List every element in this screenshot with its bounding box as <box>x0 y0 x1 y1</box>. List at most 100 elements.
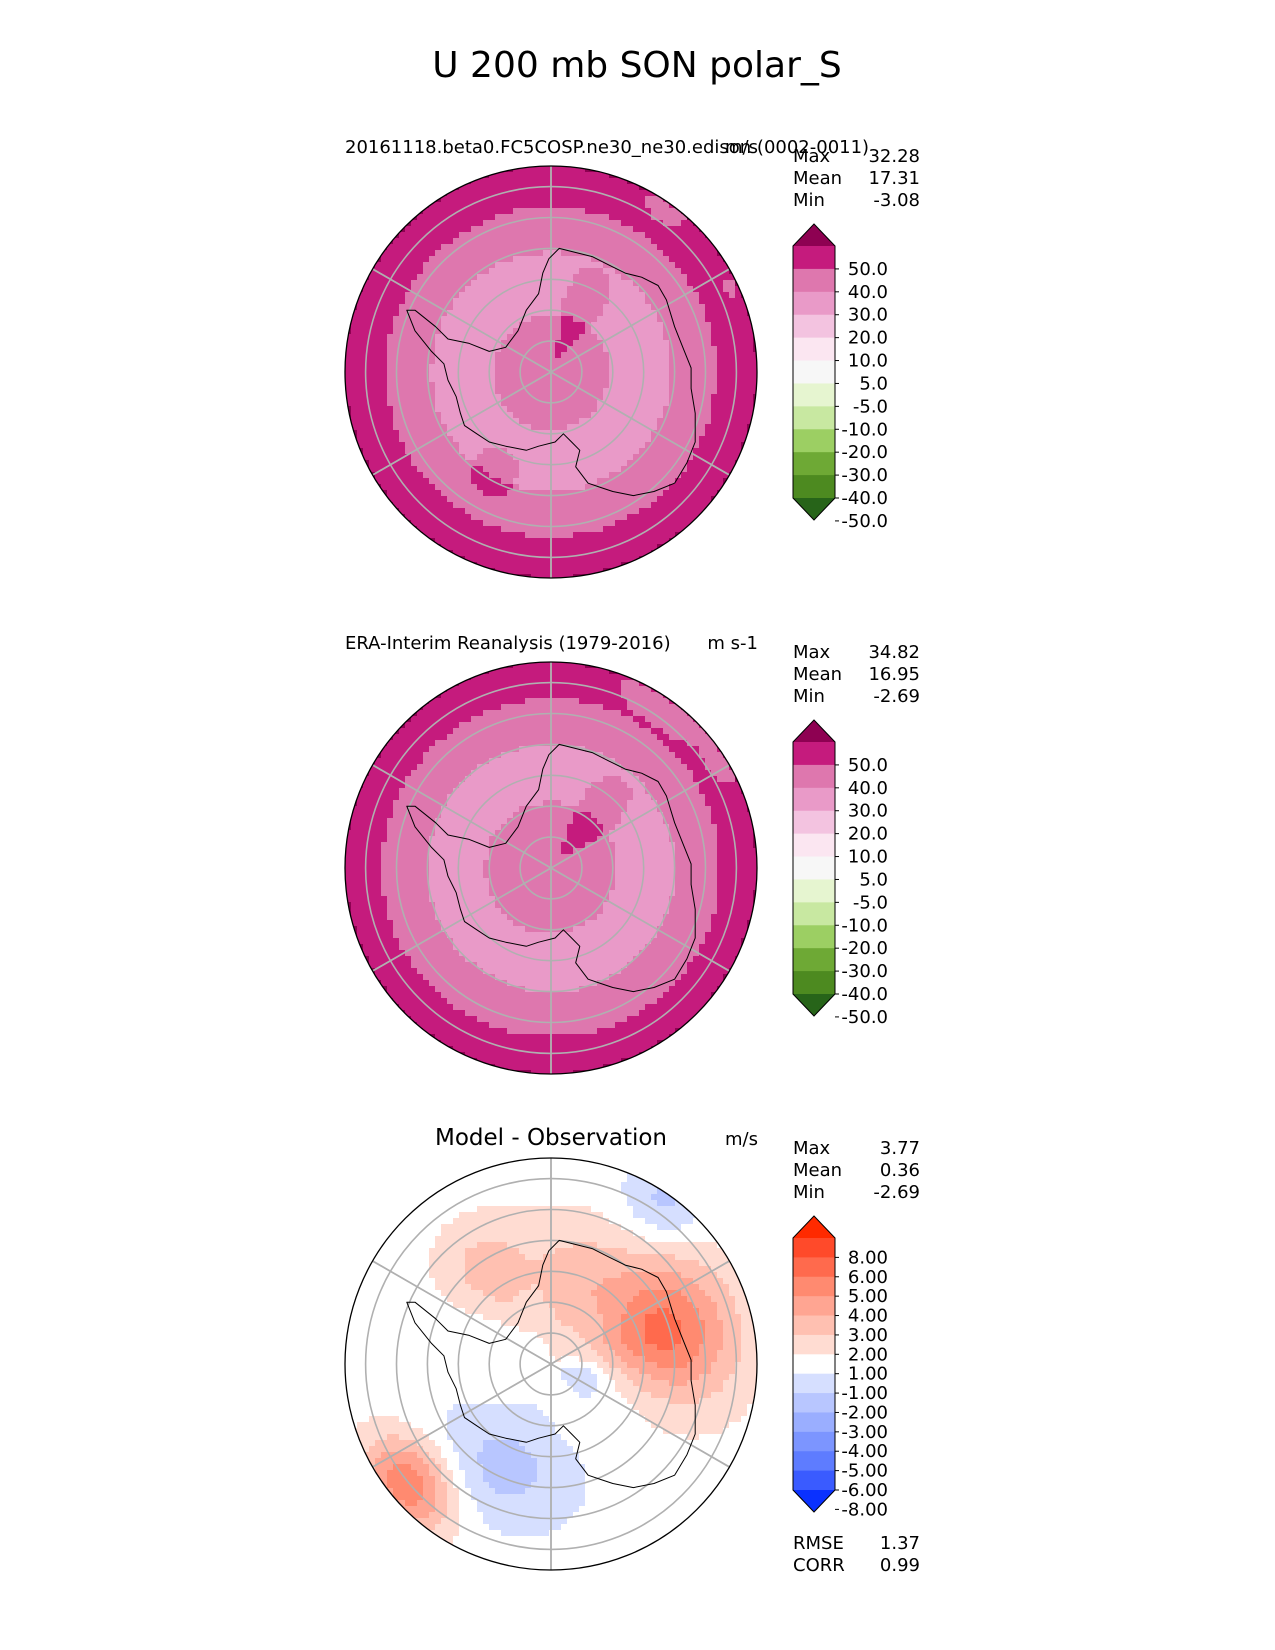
field-cell <box>489 304 496 311</box>
field-cell <box>615 226 622 233</box>
field-cell <box>657 292 664 299</box>
field-cell <box>753 388 757 395</box>
field-cell <box>699 484 706 491</box>
field-cell <box>663 406 670 413</box>
field-cell <box>645 256 652 263</box>
field-cell <box>507 532 514 539</box>
field-cell <box>693 250 700 257</box>
field-cell <box>621 304 628 311</box>
field-cell <box>669 532 676 539</box>
field-cell <box>699 770 706 777</box>
field-cell <box>573 166 580 173</box>
field-cell <box>597 400 604 407</box>
field-cell <box>681 286 688 293</box>
field-cell <box>615 776 622 783</box>
field-cell <box>621 448 628 455</box>
field-cell <box>447 698 454 705</box>
field-cell <box>663 418 670 425</box>
field-cell <box>369 394 376 401</box>
field-cell <box>477 388 484 395</box>
field-cell <box>609 184 616 191</box>
field-cell <box>585 782 592 789</box>
field-cell <box>711 388 718 395</box>
field-cell <box>693 734 700 741</box>
field-cell <box>441 382 448 389</box>
field-cell <box>477 716 484 723</box>
field-cell <box>387 740 394 747</box>
field-cell <box>567 412 574 419</box>
field-cell <box>531 532 538 539</box>
field-cell <box>633 454 640 461</box>
field-cell <box>633 746 640 753</box>
field-cell <box>627 304 634 311</box>
field-cell <box>591 698 598 705</box>
field-cell <box>531 442 538 449</box>
field-cell <box>687 454 694 461</box>
field-cell <box>663 244 670 251</box>
field-cell <box>417 292 424 299</box>
field-cell <box>531 316 538 323</box>
field-cell <box>657 226 664 233</box>
field-cell <box>621 722 628 729</box>
field-cell <box>603 214 610 221</box>
field-cell <box>549 436 556 443</box>
field-cell <box>639 674 646 681</box>
field-cell <box>549 220 556 227</box>
field-cell <box>573 232 580 239</box>
field-cell <box>495 668 502 675</box>
field-cell <box>579 178 586 185</box>
field-cell <box>489 298 496 305</box>
field-cell <box>399 262 406 269</box>
field-cell <box>369 328 376 335</box>
field-cell <box>471 746 478 753</box>
field-cell <box>579 166 586 173</box>
field-cell <box>609 250 616 257</box>
field-cell <box>717 496 724 503</box>
field-cell <box>429 304 436 311</box>
field-cell <box>513 256 520 263</box>
field-cell <box>453 232 460 239</box>
field-cell <box>537 352 544 359</box>
field-cell <box>603 292 610 299</box>
field-cell <box>405 406 412 413</box>
field-cell <box>387 782 394 789</box>
field-cell <box>663 454 670 461</box>
field-cell <box>477 698 484 705</box>
field-cell <box>633 190 640 197</box>
field-cell <box>417 478 424 485</box>
field-cell <box>513 328 520 335</box>
field-cell <box>657 502 664 509</box>
polar-map-reference <box>344 661 758 1075</box>
field-cell <box>399 406 406 413</box>
field-cell <box>441 436 448 443</box>
field-cell <box>357 280 364 287</box>
field-cell <box>579 502 586 509</box>
field-cell <box>663 382 670 389</box>
field-cell <box>609 304 616 311</box>
field-cell <box>453 734 460 741</box>
field-cell <box>579 668 586 675</box>
field-cell <box>585 256 592 263</box>
field-cell <box>591 316 598 323</box>
field-cell <box>537 752 544 759</box>
field-cell <box>387 758 394 765</box>
field-cell <box>651 752 658 759</box>
field-cell <box>363 286 370 293</box>
field-cell <box>387 490 394 497</box>
field-cell <box>543 454 550 461</box>
field-cell <box>381 310 388 317</box>
field-cell <box>693 334 700 341</box>
field-cell <box>585 484 592 491</box>
field-cell <box>585 424 592 431</box>
field-cell <box>615 448 622 455</box>
field-cell <box>447 466 454 473</box>
field-cell <box>495 388 502 395</box>
field-cell <box>705 758 712 765</box>
field-cell <box>411 478 418 485</box>
field-cell <box>699 268 706 275</box>
field-cell <box>375 430 382 437</box>
field-cell <box>609 538 616 545</box>
field-cell <box>669 352 676 359</box>
field-cell <box>555 740 562 747</box>
field-cell <box>429 400 436 407</box>
